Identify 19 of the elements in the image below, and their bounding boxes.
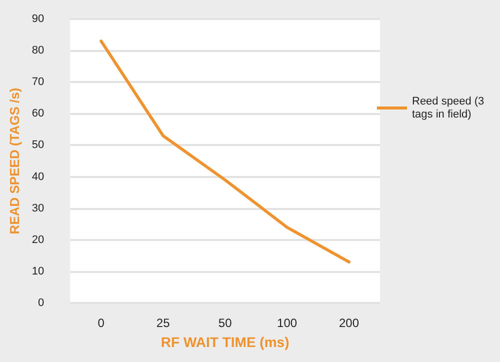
x-tick-label: 25	[156, 316, 170, 330]
x-tick-label: 0	[98, 316, 105, 330]
y-tick-label: 50	[32, 139, 44, 152]
y-tick-label: 10	[32, 265, 44, 278]
y-tick-label: 70	[32, 76, 44, 88]
line-series	[100, 40, 351, 264]
y-tick-label: 30	[32, 202, 44, 214]
y-tick-label: 80	[32, 44, 44, 57]
y-axis-title: READ SPEED (TAGS /s)	[7, 88, 22, 234]
y-tick-label: 60	[32, 108, 44, 120]
x-tick-label: 50	[218, 316, 232, 330]
x-tick-label: 100	[277, 316, 298, 330]
y-tick-label: 0	[38, 297, 44, 309]
y-tick-label: 40	[32, 170, 44, 183]
x-tick-label: 200	[339, 316, 360, 330]
y-tick-label: 90	[32, 13, 44, 25]
y-tick-label: 20	[32, 234, 44, 246]
x-axis-title: RF WAIT TIME (ms)	[160, 334, 290, 350]
legend-label: Reed speed (3 tags in field)	[412, 96, 488, 120]
